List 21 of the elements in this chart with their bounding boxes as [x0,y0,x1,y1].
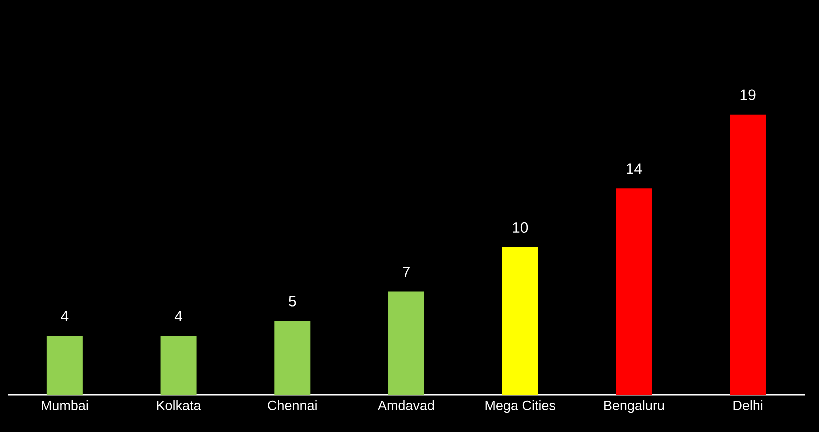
x-tick-label: Bengaluru [604,400,664,414]
data-label: 10 [513,222,528,234]
bar [388,292,425,395]
bar [730,114,766,395]
data-label: 19 [740,90,756,100]
data-label: 4 [174,311,183,322]
x-tick-label: Mega Cities [486,400,556,414]
x-tick-label: Amdavad [378,400,434,410]
data-label: 7 [403,266,410,278]
bar [160,336,197,395]
x-tick-label: Chennai [268,400,317,410]
data-label: 5 [289,296,296,307]
bar [616,188,652,395]
x-tick-label: Mumbai [42,400,88,410]
bar [502,248,538,395]
x-tick-label: Delhi [734,400,763,410]
bar [46,336,83,395]
data-label: 4 [61,311,69,322]
bar [274,321,311,395]
data-label: 14 [627,164,642,174]
x-tick-label: Kolkata [157,400,202,410]
